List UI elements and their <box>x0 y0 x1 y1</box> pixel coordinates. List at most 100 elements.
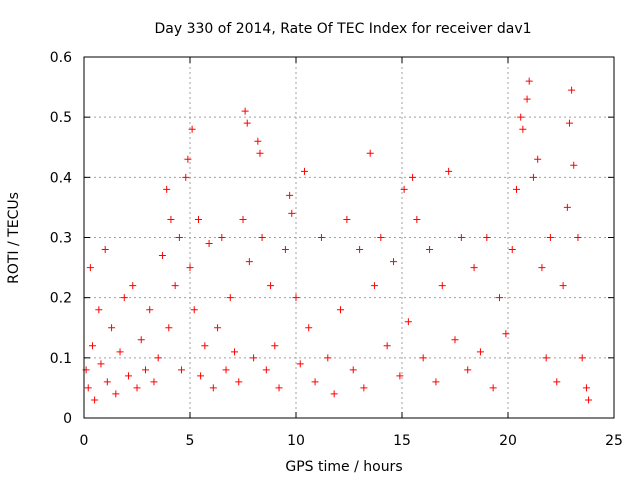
data-point <box>209 384 217 392</box>
data-point <box>175 234 183 241</box>
grid-lines <box>84 57 614 418</box>
data-point <box>222 366 230 374</box>
data-point <box>245 258 253 266</box>
data-points <box>82 77 593 404</box>
data-point <box>409 173 417 181</box>
data-point <box>404 318 412 326</box>
data-point <box>563 203 571 211</box>
data-point <box>366 149 374 157</box>
data-point <box>311 378 319 386</box>
data-point <box>84 384 92 392</box>
data-point <box>523 95 531 103</box>
data-point <box>534 155 542 163</box>
data-point <box>317 234 325 241</box>
data-point <box>286 191 294 199</box>
x-tick-label: 10 <box>287 433 305 449</box>
data-point <box>101 246 109 254</box>
data-point <box>267 282 275 290</box>
data-point <box>137 336 145 344</box>
data-point <box>370 282 378 290</box>
data-point <box>419 354 427 362</box>
data-point <box>190 306 198 314</box>
y-tick-label: 0.2 <box>50 291 72 307</box>
data-point <box>413 215 421 223</box>
data-point <box>231 348 239 356</box>
data-point <box>383 342 391 350</box>
data-point <box>197 372 205 380</box>
data-point <box>125 372 133 380</box>
x-tick-label: 15 <box>393 433 411 449</box>
data-point <box>182 173 190 181</box>
data-point <box>281 246 289 254</box>
data-point <box>288 209 296 217</box>
x-axis-label: GPS time / hours <box>285 459 402 475</box>
data-point <box>582 384 590 392</box>
data-point <box>337 306 345 314</box>
data-point <box>95 306 103 314</box>
data-point <box>254 137 262 145</box>
data-point <box>296 360 304 368</box>
data-point <box>262 366 270 374</box>
data-point <box>165 324 173 332</box>
data-point <box>585 396 593 404</box>
data-point <box>432 378 440 386</box>
data-point <box>464 366 472 374</box>
data-point <box>483 234 491 241</box>
data-point <box>120 294 128 302</box>
data-point <box>559 282 567 290</box>
data-point <box>349 366 357 374</box>
data-point <box>186 264 194 272</box>
data-point <box>324 354 332 362</box>
data-point <box>133 384 141 392</box>
data-point <box>565 119 573 127</box>
x-tick-label: 5 <box>186 433 195 449</box>
data-point <box>97 360 105 368</box>
data-point <box>305 324 313 332</box>
data-point <box>476 348 484 356</box>
data-point <box>570 161 578 169</box>
data-point <box>390 258 398 266</box>
data-point <box>184 155 192 163</box>
data-point <box>116 348 124 356</box>
data-point <box>517 113 525 121</box>
data-point <box>292 294 300 302</box>
data-point <box>360 384 368 392</box>
data-point <box>258 234 266 241</box>
data-point <box>218 234 226 241</box>
y-tick-label: 0.5 <box>50 110 72 126</box>
data-point <box>108 324 116 332</box>
data-point <box>568 86 576 94</box>
chart-title: Day 330 of 2014, Rate Of TEC Index for r… <box>154 21 531 37</box>
data-point <box>542 354 550 362</box>
data-point <box>154 354 162 362</box>
data-point <box>226 294 234 302</box>
y-tick-label: 0.6 <box>50 50 72 66</box>
y-tick-label: 0 <box>63 411 72 427</box>
data-point <box>438 282 446 290</box>
data-point <box>150 378 158 386</box>
data-point <box>91 396 99 404</box>
data-point <box>235 378 243 386</box>
data-point <box>243 119 251 127</box>
data-point <box>553 378 561 386</box>
data-point <box>396 372 404 380</box>
data-point <box>201 342 209 350</box>
data-point <box>214 324 222 332</box>
data-point <box>451 336 459 344</box>
data-point <box>377 234 385 241</box>
data-point <box>538 264 546 272</box>
data-point <box>426 246 434 254</box>
x-tick-label: 20 <box>499 433 517 449</box>
data-point <box>205 240 213 248</box>
data-point <box>178 366 186 374</box>
data-point <box>146 306 154 314</box>
data-point <box>508 246 516 254</box>
data-point <box>167 215 175 223</box>
data-point <box>241 107 249 115</box>
data-point <box>525 77 533 85</box>
data-point <box>112 390 120 398</box>
data-point <box>457 234 465 241</box>
y-tick-label: 0.3 <box>50 231 72 247</box>
data-point <box>275 384 283 392</box>
data-point <box>256 149 264 157</box>
